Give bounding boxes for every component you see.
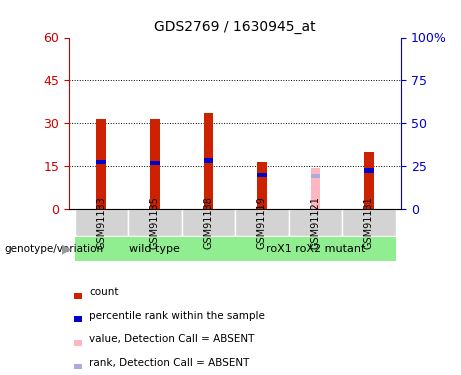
Text: value, Detection Call = ABSENT: value, Detection Call = ABSENT bbox=[89, 334, 254, 344]
Bar bbox=[150, 119, 160, 209]
Text: GSM91133: GSM91133 bbox=[96, 196, 106, 249]
Text: roX1 roX2 mutant: roX1 roX2 mutant bbox=[266, 244, 365, 254]
Title: GDS2769 / 1630945_at: GDS2769 / 1630945_at bbox=[154, 20, 316, 34]
Text: GSM91121: GSM91121 bbox=[310, 196, 320, 249]
Bar bbox=[203, 158, 213, 162]
FancyBboxPatch shape bbox=[182, 209, 235, 236]
Text: ▶: ▶ bbox=[62, 243, 72, 256]
Bar bbox=[257, 162, 267, 209]
Bar bbox=[96, 119, 106, 209]
Text: percentile rank within the sample: percentile rank within the sample bbox=[89, 311, 265, 321]
Bar bbox=[311, 168, 320, 209]
Text: GSM91119: GSM91119 bbox=[257, 196, 267, 249]
Bar bbox=[96, 160, 106, 164]
Bar bbox=[150, 161, 160, 165]
FancyBboxPatch shape bbox=[128, 209, 182, 236]
FancyBboxPatch shape bbox=[75, 237, 235, 261]
Bar bbox=[203, 113, 213, 209]
FancyBboxPatch shape bbox=[235, 237, 396, 261]
Bar bbox=[257, 172, 267, 177]
Bar bbox=[311, 174, 320, 178]
Text: GSM91131: GSM91131 bbox=[364, 196, 374, 249]
Text: wild type: wild type bbox=[130, 244, 180, 254]
Text: count: count bbox=[89, 287, 118, 297]
Text: genotype/variation: genotype/variation bbox=[5, 244, 104, 254]
FancyBboxPatch shape bbox=[75, 209, 128, 236]
FancyBboxPatch shape bbox=[289, 209, 342, 236]
Bar bbox=[364, 168, 374, 172]
Bar bbox=[364, 152, 374, 209]
Text: rank, Detection Call = ABSENT: rank, Detection Call = ABSENT bbox=[89, 358, 249, 368]
Text: GSM91138: GSM91138 bbox=[203, 196, 213, 249]
Text: GSM91135: GSM91135 bbox=[150, 196, 160, 249]
FancyBboxPatch shape bbox=[342, 209, 396, 236]
FancyBboxPatch shape bbox=[235, 209, 289, 236]
